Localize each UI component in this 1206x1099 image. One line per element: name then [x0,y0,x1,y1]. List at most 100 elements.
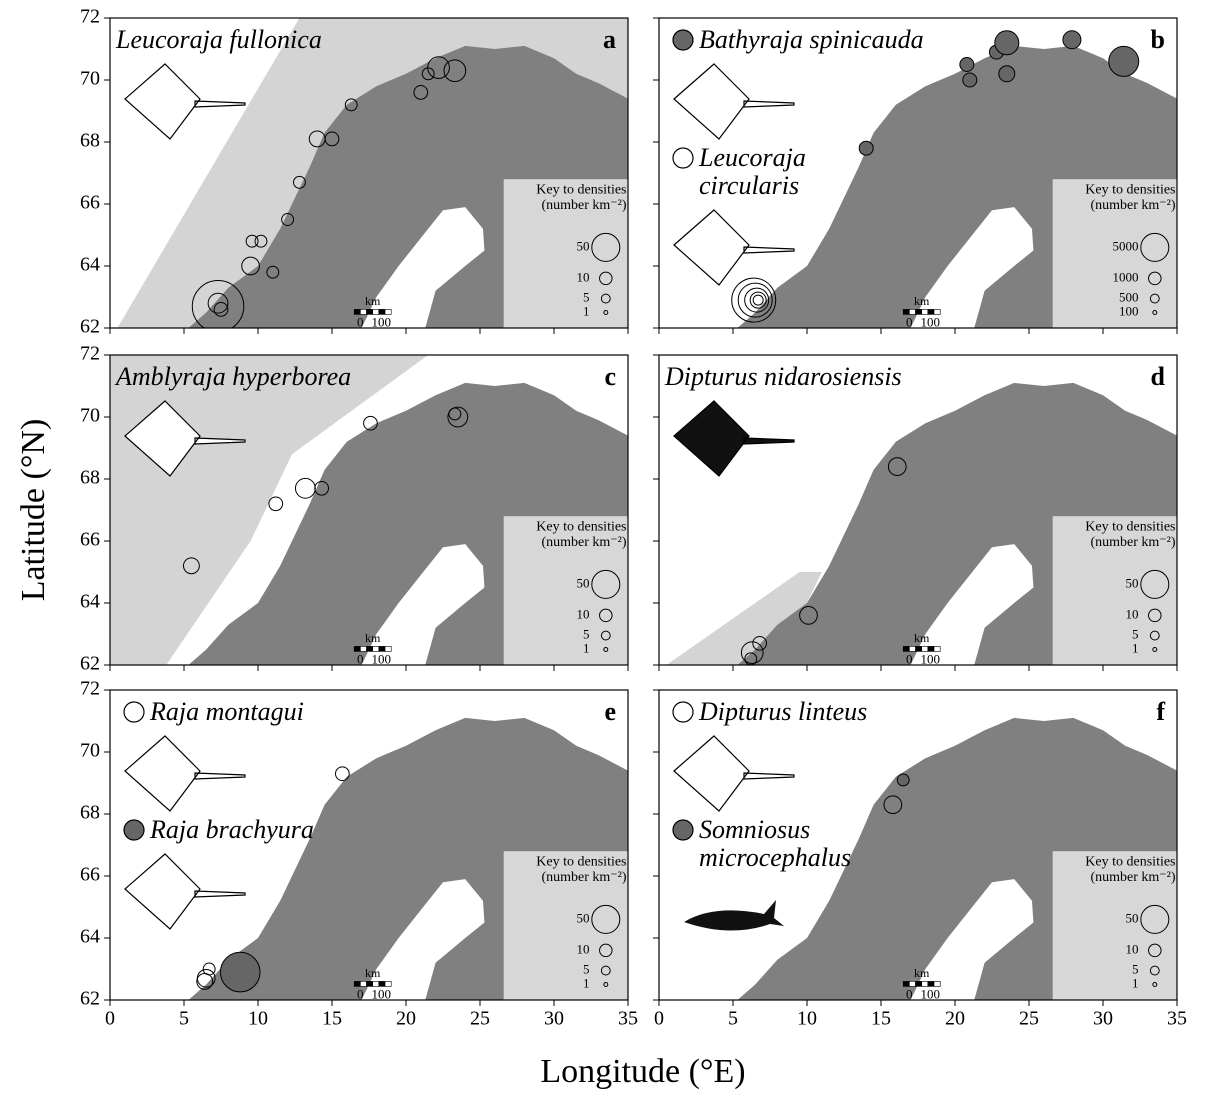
panel-letter: c [604,362,616,391]
legend-symbol [123,819,145,841]
scale-label: 100 [371,986,391,1001]
y-tick-label: 66 [80,864,100,886]
key-bubble [1140,904,1170,934]
panel-frame [109,354,629,666]
key-label: 500 [1119,290,1139,305]
y-tick-label: 70 [80,68,100,90]
density-bubble [268,496,284,512]
key-title: Key to densities [536,519,626,534]
key-bubble [1149,630,1160,641]
key-title: Key to densities [536,182,626,197]
key-bubble [600,630,611,641]
panel-frame [658,17,1178,329]
scale-bar [933,646,941,652]
density-bubble [245,234,259,248]
density-bubble [887,457,907,476]
scale-label: 0 [906,314,913,329]
scale-label: 100 [920,986,940,1001]
density-bubble [731,277,777,323]
scale-unit: km [365,294,381,308]
scale-unit: km [365,966,381,980]
density-bubble [207,292,229,314]
y-tick-label: 68 [80,130,100,152]
density-bubble [883,795,903,815]
key-label: 50 [577,910,590,925]
key-unit: (number km⁻²) [541,535,626,550]
x-tick-label: 25 [470,1008,490,1030]
y-tick-label: 72 [80,343,100,365]
density-bubble [196,972,214,990]
key-bubble [1148,271,1162,286]
gulf-of-bothnia [361,879,485,1000]
key-bubble [591,904,621,934]
scale-label: 0 [357,986,364,1001]
legend-symbol [123,701,145,723]
density-bubble [737,282,773,318]
density-bubble [241,256,260,276]
y-tick-label: 66 [80,529,100,551]
y-tick-label: 66 [80,192,100,214]
key-label: 1000 [1113,269,1139,284]
key-unit: (number km⁻²) [541,870,626,885]
panel-frame [658,689,1178,1001]
scale-bar [384,981,392,987]
x-tick-label: 30 [544,1008,564,1030]
y-tick-label: 70 [80,740,100,762]
fish-illustration [124,63,246,140]
x-tick-label: 35 [618,1008,638,1030]
scale-unit: km [914,631,930,645]
key-bubble [591,232,621,262]
x-tick-label: 5 [179,1008,189,1030]
x-tick-label: 0 [105,1008,115,1030]
x-tick-label: 0 [654,1008,664,1030]
density-bubble [191,280,245,328]
scale-label: 0 [906,986,913,1001]
panel-letter: f [1156,697,1165,726]
species-name: Raja brachyura [150,815,314,844]
key-bubble [1152,982,1158,987]
panel-frame [109,689,629,1001]
y-tick-label: 62 [80,988,100,1010]
panel-letter: b [1151,25,1165,54]
density-bubble [998,65,1016,83]
y-tick-label: 62 [80,653,100,675]
density-bubble [413,85,429,100]
panel-frame [658,354,1178,666]
y-tick-label: 70 [80,405,100,427]
key-label: 10 [577,606,590,621]
y-tick-label: 68 [80,467,100,489]
key-label: 5 [583,627,590,642]
key-title: Key to densities [536,854,626,869]
key-bubble [603,982,609,987]
scale-label: 100 [920,651,940,666]
key-bubble [600,293,611,304]
density-bubble [994,30,1020,56]
x-tick-label: 20 [945,1008,965,1030]
gulf-of-bothnia [910,544,1034,665]
species-name: Amblyraja hyperborea [116,362,352,391]
species-name: Leucoraja fullonica [116,25,322,54]
key-bubble [1148,608,1162,623]
density-bubble [335,766,350,782]
legend-symbol [672,29,694,51]
y-tick-label: 72 [80,678,100,700]
x-tick-label: 35 [1167,1008,1187,1030]
scale-label: 100 [371,651,391,666]
species-name: Dipturus nidarosiensis [665,362,902,391]
density-bubble [219,951,261,993]
key-label: 1 [583,975,590,990]
panel-letter: e [604,697,616,726]
x-tick-label: 20 [396,1008,416,1030]
density-bubble [293,175,306,189]
gulf-of-bothnia [361,207,485,328]
density-bubble [281,213,295,226]
key-title: Key to densities [1085,519,1175,534]
density-bubble [447,406,469,428]
key-label: 1 [583,303,590,318]
gulf-of-bothnia [910,207,1034,328]
species-name: Somniosus microcephalus [699,815,852,872]
density-bubble [858,140,874,156]
key-bubble [599,608,613,623]
fish-illustration [124,400,246,477]
